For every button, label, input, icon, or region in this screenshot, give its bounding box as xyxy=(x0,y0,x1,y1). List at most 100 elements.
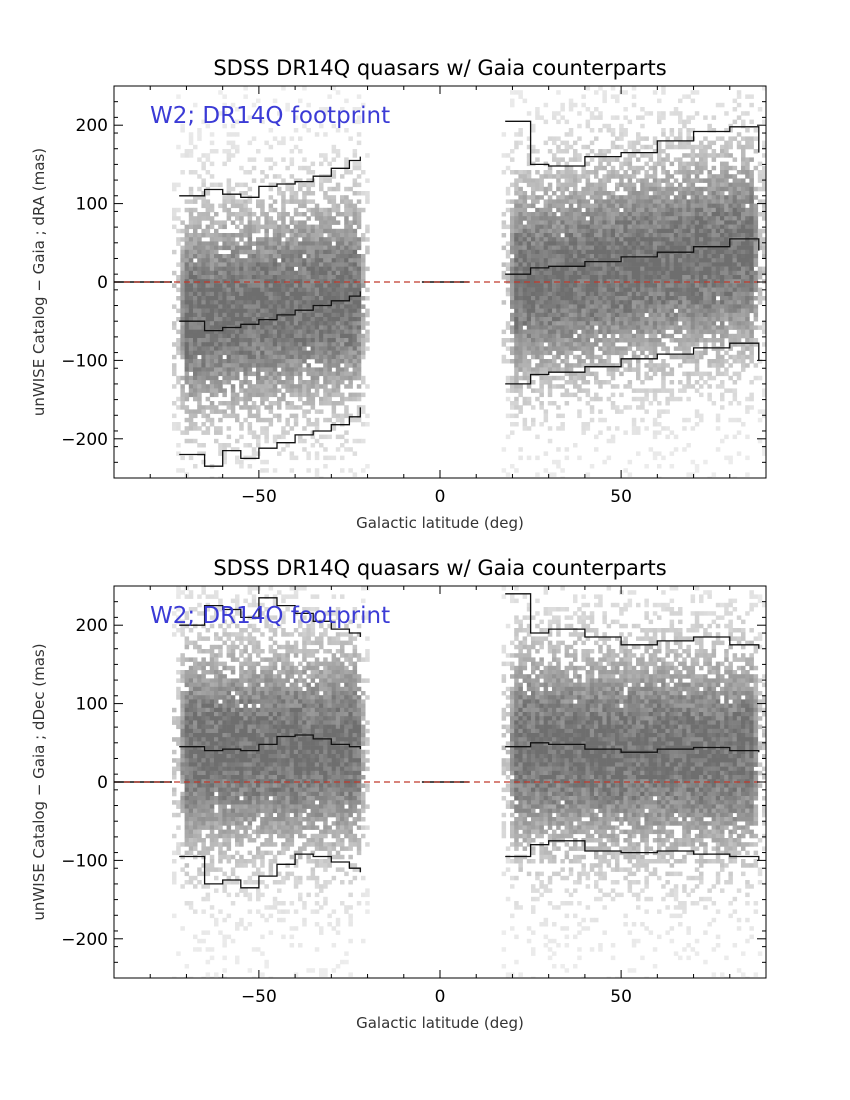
density-cell xyxy=(176,405,181,410)
density-cell xyxy=(264,291,269,297)
density-cell xyxy=(560,338,565,343)
density-cell xyxy=(356,371,362,377)
density-cell xyxy=(247,266,253,272)
density-cell xyxy=(556,291,561,297)
density-cell xyxy=(285,304,290,309)
density-cell xyxy=(293,207,299,213)
density-cell xyxy=(302,165,307,171)
density-cell xyxy=(589,464,595,469)
density-cell xyxy=(251,325,257,330)
density-cell xyxy=(568,308,574,314)
density-cell xyxy=(193,291,198,297)
density-cell xyxy=(214,283,219,288)
density-cell xyxy=(636,224,641,230)
density-cell xyxy=(619,275,624,280)
density-cell xyxy=(176,308,181,314)
density-cell xyxy=(285,422,290,427)
density-cell xyxy=(531,279,536,284)
density-cell xyxy=(640,191,645,196)
density-cell xyxy=(260,342,265,347)
density-cell xyxy=(209,384,215,389)
density-cell xyxy=(188,237,194,242)
density-cell xyxy=(281,380,286,385)
density-cell xyxy=(531,128,536,133)
density-cell xyxy=(606,191,612,196)
density-cell xyxy=(615,254,620,259)
density-cell xyxy=(678,224,683,230)
density-cell xyxy=(594,338,599,343)
density-cell xyxy=(598,296,603,301)
density-cell xyxy=(661,329,666,335)
density-cell xyxy=(585,291,591,297)
density-cell xyxy=(682,237,687,242)
density-cell xyxy=(365,338,370,343)
density-cell xyxy=(293,359,299,364)
density-cell xyxy=(247,291,253,297)
density-cell xyxy=(214,375,219,381)
density-cell xyxy=(673,317,679,322)
density-cell xyxy=(510,224,515,230)
density-cell xyxy=(184,237,190,242)
density-cell xyxy=(552,472,557,477)
density-cell xyxy=(594,136,599,141)
density-cell xyxy=(352,182,358,188)
density-cell xyxy=(281,203,286,209)
density-cell xyxy=(361,191,366,196)
density-cell xyxy=(268,375,274,381)
density-cell xyxy=(594,266,599,272)
density-cell xyxy=(268,157,274,162)
density-cell xyxy=(619,262,624,267)
density-cell xyxy=(560,149,565,154)
density-cell xyxy=(623,270,628,276)
density-cell xyxy=(547,438,553,444)
density-cell xyxy=(193,216,198,221)
density-cell xyxy=(535,258,540,263)
density-cell xyxy=(610,224,616,230)
density-cell xyxy=(522,270,528,276)
density-cell xyxy=(552,203,557,209)
density-cell xyxy=(340,325,345,330)
density-cell xyxy=(348,338,353,343)
density-cell xyxy=(344,212,349,217)
density-cell xyxy=(535,354,540,360)
density-cell xyxy=(564,296,570,301)
density-cell xyxy=(344,157,349,162)
density-cell xyxy=(640,346,645,351)
density-cell xyxy=(218,371,223,377)
density-cell xyxy=(243,199,248,204)
density-cell xyxy=(669,140,675,146)
density-cell xyxy=(243,359,248,364)
density-cell xyxy=(627,304,633,309)
density-cell xyxy=(260,354,265,360)
density-cell xyxy=(665,321,670,326)
density-cell xyxy=(657,409,662,414)
density-cell xyxy=(581,212,586,217)
density-cell xyxy=(201,249,206,255)
density-cell xyxy=(243,203,248,209)
density-cell xyxy=(522,333,528,339)
density-cell xyxy=(272,308,278,314)
density-cell xyxy=(209,233,215,238)
density-cell xyxy=(665,157,670,162)
density-cell xyxy=(585,161,591,167)
density-cell xyxy=(589,333,595,339)
density-cell xyxy=(623,161,628,167)
density-cell xyxy=(602,224,607,230)
density-cell xyxy=(298,178,303,183)
density-cell xyxy=(251,178,257,183)
density-cell xyxy=(619,325,624,330)
density-cell xyxy=(319,354,324,360)
density-cell xyxy=(665,207,670,213)
density-cell xyxy=(247,186,253,192)
density-cell xyxy=(673,157,679,162)
density-cell xyxy=(531,249,536,255)
density-cell xyxy=(673,291,679,297)
density-cell xyxy=(222,207,227,213)
density-cell xyxy=(631,191,637,196)
density-cell xyxy=(323,178,328,183)
density-cell xyxy=(678,170,683,175)
density-cell xyxy=(673,136,679,141)
density-cell xyxy=(518,342,523,347)
density-cell xyxy=(627,367,633,372)
density-cell xyxy=(552,254,557,259)
